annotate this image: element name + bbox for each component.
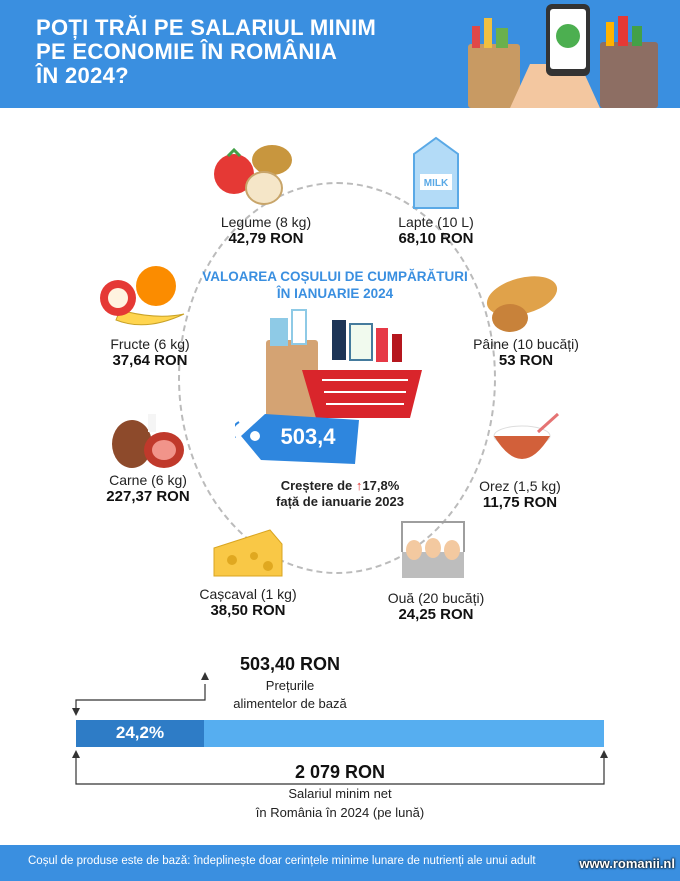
footer-bar [0,845,680,881]
item-carne: Carne (6 kg) 227,37 RON [106,472,190,505]
basket-share-percent: 24,2% [115,723,165,742]
bread-icon [486,276,558,332]
item-paine: Pâine (10 bucăți) 53 RON [473,336,579,369]
basket-value: 503,4 [280,424,336,449]
vegetables-icon [214,145,292,205]
cheese-icon [213,529,283,577]
item-fructe: Fructe (6 kg) 37,64 RON [110,336,190,369]
basket-total-label: Prețurile alimentelor de bază [233,678,347,711]
rice-bowl-icon [493,412,560,459]
arrow-up-icon [201,672,209,680]
footer-note: Coșul de produse este de bază: îndepline… [28,855,536,867]
watermark: www.romanii.nl [579,856,675,871]
shopping-basket-icon [266,309,422,418]
shopping-bags-phone-illustration [468,4,658,108]
salary-total: 2 079 RON [294,762,386,782]
price-tag-icon [235,414,359,464]
eggs-carton-icon [401,521,465,578]
dashed-circle-divider [178,182,496,574]
arrow-up-left-icon [72,750,80,758]
arrow-down-icon [72,708,80,716]
growth-text: Creștere de ↑17,8% față de ianuarie 2023 [276,478,404,509]
meat-icon [112,414,184,468]
milk-carton-icon: MILK [413,136,459,209]
arrow-up-right-icon [600,750,608,758]
basket-total: 503,40 RON [239,654,341,674]
up-arrow-icon: ↑ [355,478,363,493]
item-cascaval: Cașcaval (1 kg) 38,50 RON [199,586,297,619]
item-orez: Orez (1,5 kg) 11,75 RON [479,478,561,511]
item-lapte: Lapte (10 L) 68,10 RON [398,214,474,247]
item-legume: Legume (8 kg) 42,79 RON [220,214,312,247]
basket-share-bar [76,720,204,747]
item-oua: Ouă (20 bucăți) 24,25 RON [387,590,485,623]
svg-text:MILK: MILK [424,178,449,189]
fruits-icon [100,266,185,326]
page-title: POȚI TRĂI PE SALARIUL MINIM PE ECONOMIE … [36,15,377,88]
basket-title: VALOAREA COȘULUI DE CUMPĂRĂTURI ÎN IANUA… [202,269,468,301]
salary-label: Salariul minim net în România în 2024 (p… [255,786,425,820]
